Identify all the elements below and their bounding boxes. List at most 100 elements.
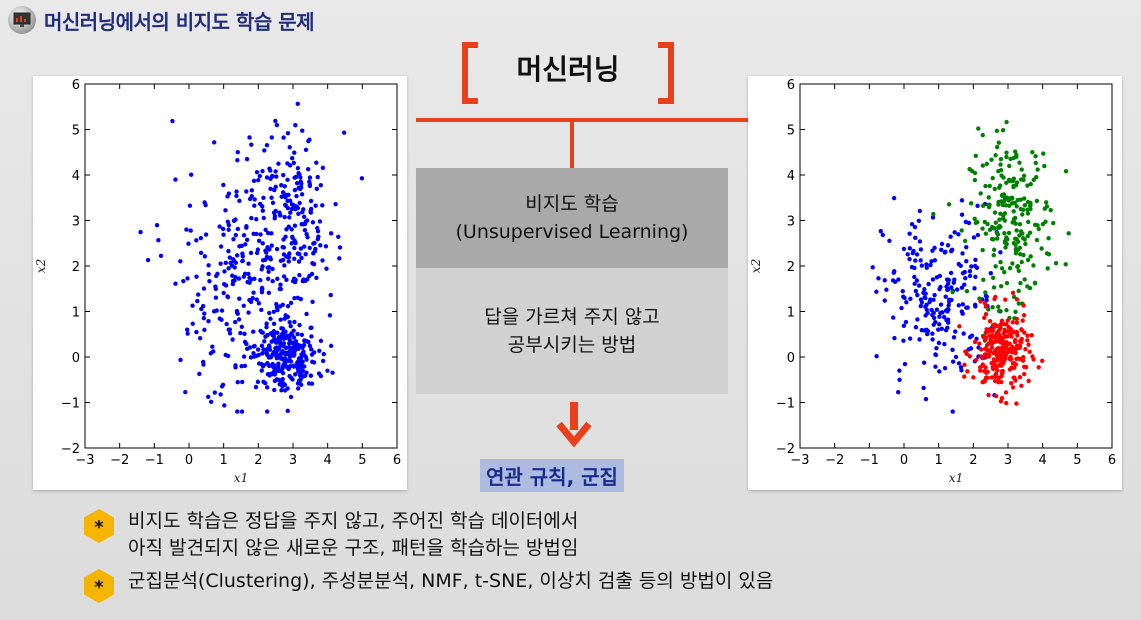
scatter-point	[233, 232, 239, 238]
scatter-point	[985, 369, 990, 374]
scatter-point	[264, 351, 270, 356]
scatter-point	[237, 244, 242, 249]
x-tick-label: 4	[1039, 453, 1047, 468]
scatter-point	[1020, 318, 1025, 323]
scatter-point	[996, 304, 1001, 309]
scatter-point	[259, 343, 265, 348]
scatter-point	[984, 352, 990, 358]
scatter-point	[1007, 341, 1012, 346]
scatter-point	[917, 239, 923, 244]
scatter-point	[882, 298, 887, 303]
scatter-point	[211, 140, 217, 145]
scatter-point	[1009, 381, 1014, 386]
scatter-point	[994, 339, 999, 344]
scatter-point	[905, 252, 910, 257]
x-tick-label: 3	[289, 453, 297, 468]
scatter-point	[950, 409, 955, 414]
bullet-line: 비지도 학습은 정답을 주지 않고, 주어진 학습 데이터에서	[128, 510, 579, 532]
scatter-point	[255, 178, 261, 183]
scatter-point	[256, 361, 262, 366]
scatter-point	[1014, 346, 1020, 351]
scatter-point	[314, 186, 320, 192]
scatter-point	[948, 234, 953, 239]
scatter-point	[280, 190, 286, 195]
scatter-point	[234, 253, 240, 258]
scatter-point	[950, 359, 956, 364]
scatter-point	[269, 195, 274, 200]
scatter-point	[222, 403, 227, 408]
scatter-point	[1026, 219, 1031, 225]
x-tick-label: −2	[110, 453, 129, 468]
scatter-point	[876, 276, 881, 281]
x-tick-label: 4	[324, 453, 332, 468]
scatter-point	[963, 219, 969, 225]
scatter-point	[1012, 365, 1017, 371]
scatter-point	[962, 269, 967, 275]
scatter-point	[990, 305, 995, 310]
scatter-point	[1066, 231, 1071, 236]
scatter-point	[916, 283, 922, 288]
scatter-point	[288, 323, 293, 329]
scatter-point	[918, 258, 923, 263]
scatter-point	[1011, 209, 1016, 214]
scatter-point	[298, 364, 304, 370]
scatter-point	[913, 258, 918, 263]
scatter-point	[240, 379, 245, 385]
scatter-point	[1007, 332, 1013, 337]
scatter-point	[948, 270, 954, 276]
scatter-point	[1002, 230, 1007, 236]
scatter-point	[1007, 203, 1012, 208]
scatter-point	[911, 248, 916, 254]
scatter-point	[257, 201, 263, 207]
scatter-point	[265, 332, 270, 338]
scatter-point	[145, 257, 151, 263]
scatter-point	[294, 193, 299, 199]
scatter-point	[1004, 150, 1009, 155]
scatter-point	[298, 246, 304, 251]
scatter-point	[226, 248, 231, 254]
y-tick-label: 5	[72, 124, 80, 139]
scatter-point	[251, 351, 256, 356]
scatter-point	[914, 278, 920, 283]
scatter-point	[967, 334, 973, 340]
scatter-point	[233, 365, 238, 370]
scatter-point	[311, 360, 317, 365]
scatter-point	[901, 323, 907, 329]
scatter-point	[251, 231, 256, 237]
scatter-point	[298, 186, 303, 192]
scatter-point	[975, 232, 981, 238]
scatter-point	[274, 174, 279, 179]
scatter-point	[916, 218, 922, 224]
scatter-point	[1019, 383, 1024, 388]
scatter-point	[907, 231, 912, 236]
scatter-point	[297, 322, 302, 328]
scatter-plot-left: −3 −2 −1 0 1 2 3 4 5 6 −2 −1 0 1 2 3 4 5 6 x1 x2	[33, 76, 407, 490]
scatter-point	[323, 244, 329, 249]
scatter-point	[1034, 237, 1040, 243]
scatter-point	[1025, 211, 1031, 216]
scatter-point	[1013, 309, 1018, 315]
scatter-point	[930, 215, 936, 220]
scatter-point	[242, 271, 248, 277]
scatter-point	[190, 303, 195, 308]
scatter-point	[1008, 356, 1014, 362]
scatter-point	[983, 365, 988, 370]
scatter-point	[1023, 346, 1028, 352]
scatter-point	[983, 312, 989, 317]
scatter-point	[959, 368, 964, 373]
scatter-point	[993, 374, 999, 379]
scatter-point	[956, 261, 961, 267]
scatter-point	[218, 261, 223, 266]
scatter-point	[1025, 233, 1030, 239]
scatter-point	[901, 246, 907, 252]
scatter-point	[1004, 235, 1009, 240]
scatter-point	[272, 387, 277, 393]
scatter-point	[288, 375, 294, 381]
scatter-point	[1003, 390, 1009, 395]
scatter-point	[973, 304, 978, 309]
scatter-point	[950, 289, 955, 295]
scatter-point	[296, 359, 302, 364]
scatter-point	[260, 168, 265, 174]
y-tick-label: −1	[61, 397, 80, 412]
y-tick-label: 3	[787, 215, 795, 230]
